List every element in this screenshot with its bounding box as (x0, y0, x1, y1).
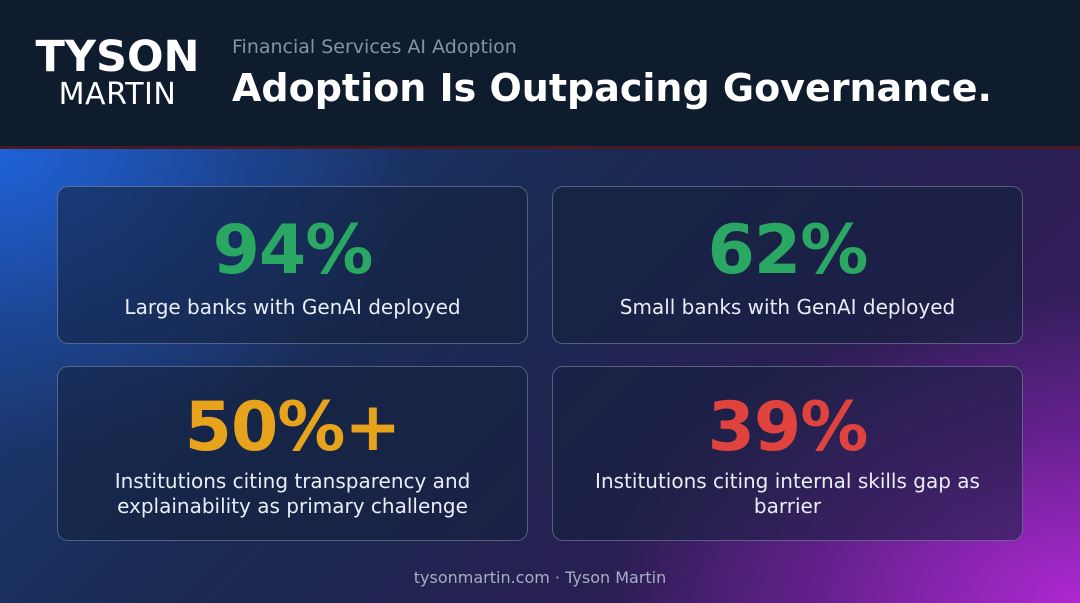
stat-value: 62% (707, 211, 869, 290)
tyson-martin-logo: TYSON MARTIN (30, 36, 205, 111)
stat-card-small-banks: 62% Small banks with GenAI deployed (552, 186, 1023, 344)
stat-card-large-banks: 94% Large banks with GenAI deployed (57, 186, 528, 344)
page-subtitle: Financial Services AI Adoption (232, 36, 517, 58)
stat-label: Small banks with GenAI deployed (619, 295, 956, 319)
stat-label: Institutions citing internal skills gap … (595, 469, 980, 518)
footer-credit: tysonmartin.com · Tyson Martin (413, 568, 667, 587)
header-bar: TYSON MARTIN Financial Services AI Adopt… (0, 0, 1080, 149)
stat-value: 39% (707, 388, 869, 467)
logo-top-text: TYSON (35, 32, 200, 82)
stat-value: 94% (212, 211, 374, 290)
stat-label: Institutions citing transparency and exp… (114, 469, 471, 518)
logo-bottom-text: MARTIN (58, 77, 177, 112)
stat-card-skills-gap: 39% Institutions citing internal skills … (552, 366, 1023, 541)
stat-card-transparency: 50%+ Institutions citing transparency an… (57, 366, 528, 541)
stat-value: 50%+ (184, 388, 402, 467)
stat-label: Large banks with GenAI deployed (124, 295, 461, 319)
page-title: Adoption Is Outpacing Governance. (232, 66, 992, 110)
